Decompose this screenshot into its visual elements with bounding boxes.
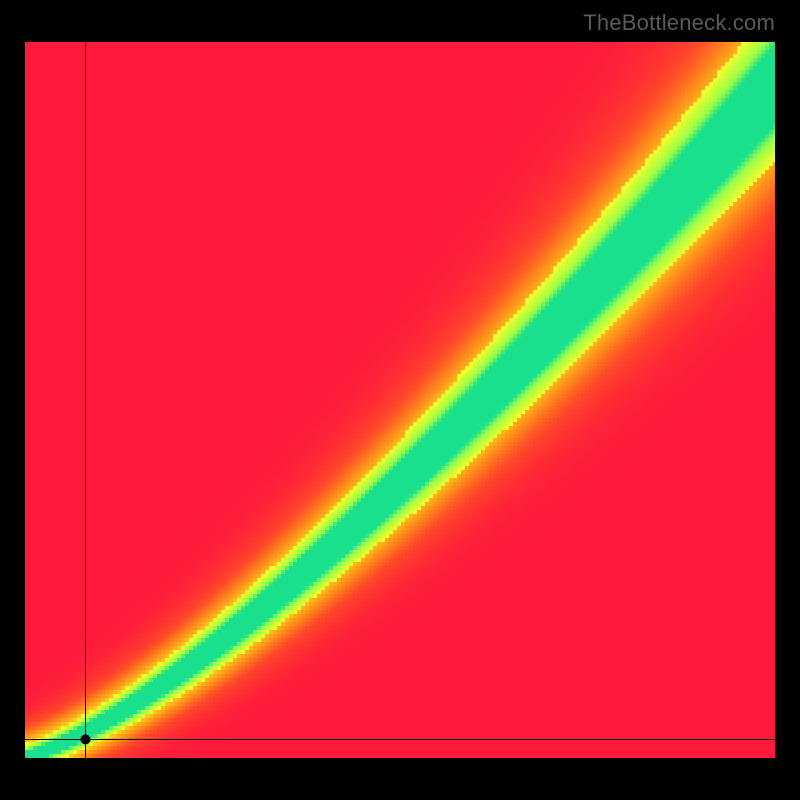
watermark-label: TheBottleneck.com xyxy=(583,10,775,36)
bottleneck-heatmap-canvas xyxy=(25,42,775,758)
heatmap-frame xyxy=(25,42,775,758)
